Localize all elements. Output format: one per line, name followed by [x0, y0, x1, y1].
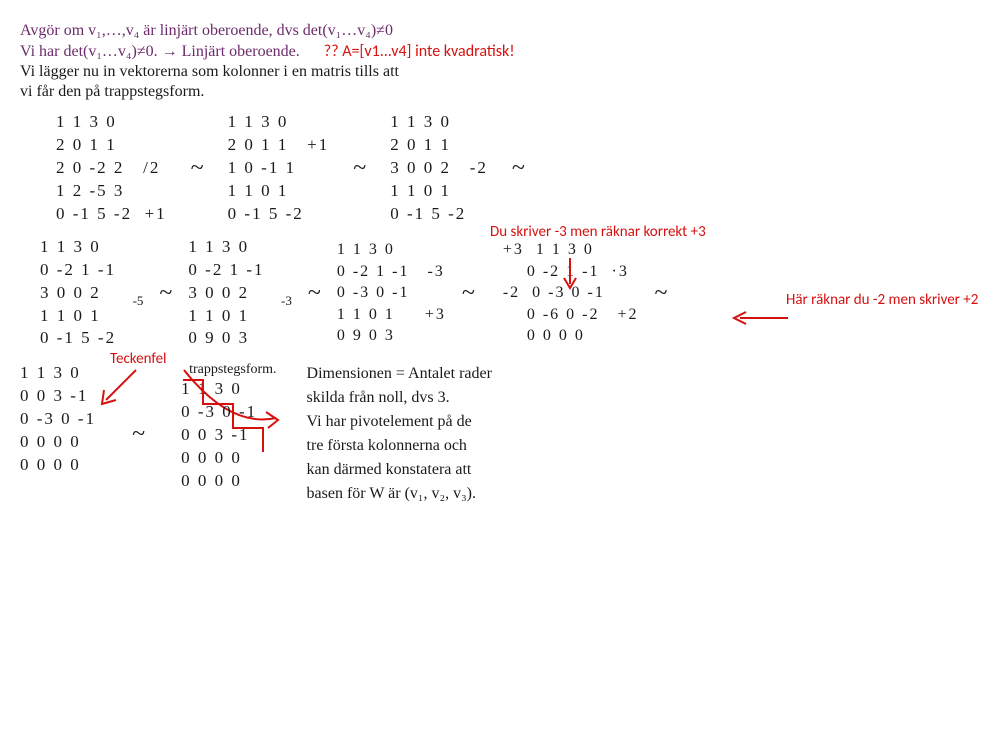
matrix-2b: 1 1 3 0 0 -2 1 -1 3 0 0 2 1 1 0 1 0 9 0 … [188, 236, 264, 351]
bottom-section: 1 1 3 0 0 0 3 -1 0 -3 0 -1 0 0 0 0 0 0 0… [20, 362, 980, 506]
matrix-2c: 1 1 3 0 0 -2 1 -1 -3 0 -3 0 -1 1 1 0 1 +… [337, 239, 446, 347]
conclusion-l1: Dimensionen = Antalet rader [307, 362, 492, 386]
matrix-1a: 1 1 3 0 2 0 1 1 2 0 -2 2 /2 1 2 -5 3 0 -… [56, 111, 167, 226]
conclusion-text: Dimensionen = Antalet rader skilda från … [307, 362, 492, 506]
tilde-icon: ~ [185, 155, 210, 182]
row-ops-2a: -5 [126, 259, 143, 327]
intro-block: Avgör om v₁,…,v₄ är linjärt oberoende, d… [20, 22, 980, 101]
conclusion-l3: Vi har pivotelement på de [307, 410, 492, 434]
tilde-icon: ~ [153, 280, 178, 307]
echelon-block: trappstegsform. 1 1 3 0 0 -3 0 -1 0 0 3 … [181, 362, 276, 506]
row-ops-2b: -3 [274, 259, 291, 327]
matrix-3b: 1 1 3 0 0 -3 0 -1 0 0 3 -1 0 0 0 0 0 0 0… [181, 378, 257, 493]
conclusion-l2: skilda från noll, dvs 3. [307, 386, 492, 410]
conclusion-l6: basen för W är (v₁, v₂, v₃). [307, 482, 492, 506]
tilde-icon: ~ [302, 280, 327, 307]
intro-line-3: Vi lägger nu in vektorerna som kolonner … [20, 63, 980, 81]
reviewer-note-kvadratisk: ?? A=[v1...v4] inte kvadratisk! [324, 42, 515, 61]
reduction-row-1: 1 1 3 0 2 0 1 1 2 0 -2 2 /2 1 2 -5 3 0 -… [56, 111, 980, 226]
intro-line-2: Vi har det(v₁…v₄)≠0. → Linjärt oberoende… [20, 42, 980, 61]
reviewer-note-teckenfel: Teckenfel [110, 350, 166, 368]
matrix-1b: 1 1 3 0 2 0 1 1 +1 1 0 -1 1 1 1 0 1 0 -1… [228, 111, 330, 226]
matrix-3a: 1 1 3 0 0 0 3 -1 0 -3 0 -1 0 0 0 0 0 0 0… [20, 362, 96, 506]
matrix-1c: 1 1 3 0 2 0 1 1 3 0 0 2 -2 1 1 0 1 0 -1 … [390, 111, 488, 226]
matrix-2d: +3 1 1 3 0 0 -2 1 -1 ·3 -2 0 -3 0 -1 0 -… [491, 239, 639, 347]
reviewer-note-minus3: Du skriver -3 men räknar korrekt +3 [490, 224, 710, 241]
tilde-icon: ~ [126, 421, 151, 448]
tilde-icon: ~ [347, 155, 372, 182]
tilde-icon: ~ [649, 280, 674, 307]
reviewer-note-plus2: Här räknar du -2 men skriver +2 [786, 292, 986, 309]
conclusion-l5: kan därmed konstatera att [307, 458, 492, 482]
intro-line-2-purple: Vi har det(v₁…v₄)≠0. → Linjärt oberoende… [20, 43, 300, 60]
intro-line-1: Avgör om v₁,…,v₄ är linjärt oberoende, d… [20, 22, 980, 40]
tilde-icon: ~ [506, 155, 531, 182]
trappstegsform-label: trappstegsform. [189, 362, 276, 378]
intro-line-4: vi får den på trappstegsform. [20, 83, 980, 101]
conclusion-l4: tre första kolonnerna och [307, 434, 492, 458]
tilde-icon: ~ [456, 280, 481, 307]
matrix-2a: 1 1 3 0 0 -2 1 -1 3 0 0 2 1 1 0 1 0 -1 5… [40, 236, 116, 351]
